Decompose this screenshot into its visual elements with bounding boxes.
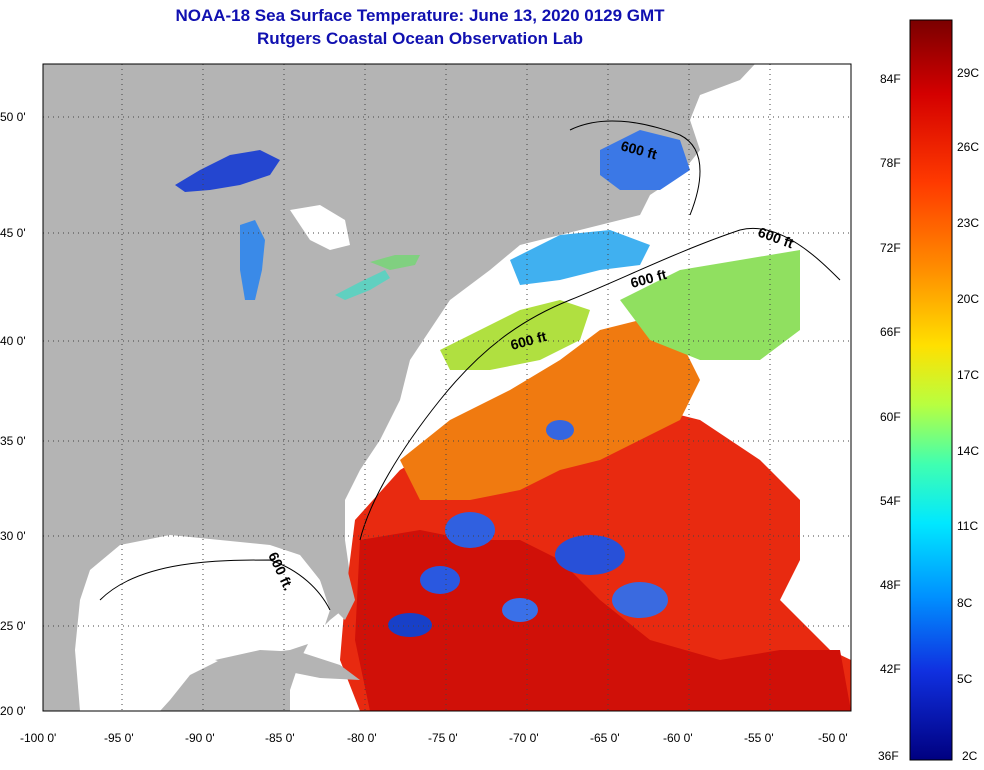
lat-tick: 40 0'	[0, 334, 26, 348]
longitude-ticks: -100 0' -95 0' -90 0' -85 0' -80 0' -75 …	[20, 731, 848, 745]
colorbar-f-label: 42F	[880, 662, 901, 676]
colorbar-f-label: 60F	[880, 410, 901, 424]
colorbar-c-label: 2C	[962, 749, 978, 763]
lon-tick: -75 0'	[428, 731, 458, 745]
cool-water-blue	[600, 130, 690, 190]
cool-eddy	[555, 535, 625, 575]
lake-michigan	[240, 220, 265, 300]
isobath-contour	[99, 559, 331, 611]
lon-tick: -100 0'	[20, 731, 56, 745]
colorbar-c-label: 20C	[957, 292, 980, 306]
colorbar-c-label: 5C	[957, 672, 973, 686]
lake-ontario	[370, 255, 420, 270]
cool-eddy	[546, 420, 574, 440]
lake-huron	[290, 205, 350, 250]
lon-tick: -65 0'	[590, 731, 620, 745]
lake-erie	[335, 270, 390, 300]
lon-tick: -80 0'	[347, 731, 377, 745]
cool-eddy	[502, 598, 538, 622]
colorbar-c-label: 26C	[957, 140, 980, 154]
lon-tick: -85 0'	[265, 731, 295, 745]
colorbar-c-label: 14C	[957, 444, 980, 458]
lon-tick: -70 0'	[509, 731, 539, 745]
lat-tick: 35 0'	[0, 434, 26, 448]
colorbar-c-label: 23C	[957, 216, 980, 230]
colorbar-c-label: 11C	[957, 519, 979, 533]
lat-tick: 50 0'	[0, 110, 26, 124]
cool-water-cyan	[510, 230, 650, 285]
lat-tick: 20 0'	[0, 704, 26, 718]
lon-tick: -55 0'	[744, 731, 774, 745]
lon-tick: -60 0'	[663, 731, 693, 745]
lat-tick: 25 0'	[0, 619, 26, 633]
latitude-ticks: 50 0' 45 0' 40 0' 35 0' 30 0' 25 0' 20 0…	[0, 110, 26, 718]
colorbar-f-label: 78F	[880, 156, 901, 170]
colorbar-c-label: 17C	[957, 368, 980, 382]
mid-water-green	[440, 300, 590, 370]
colorbar-f-label: 66F	[880, 325, 901, 339]
map-frame	[42, 63, 852, 712]
colorbar-f-label: 48F	[880, 578, 901, 592]
colorbar-f-label: 36F	[878, 749, 899, 763]
colorbar-c-label: 8C	[957, 596, 973, 610]
florida	[300, 540, 355, 620]
colorbar-f-label: 54F	[880, 494, 901, 508]
lon-tick: -95 0'	[104, 731, 134, 745]
warm-water-orange	[400, 320, 700, 500]
lon-tick: -50 0'	[818, 731, 848, 745]
cool-eddy	[420, 566, 460, 594]
isobath-contour	[569, 120, 701, 216]
isobath-contour	[359, 228, 841, 541]
lat-tick: 30 0'	[0, 529, 26, 543]
cool-eddy	[612, 582, 668, 618]
cool-eddy	[445, 512, 495, 548]
lat-tick: 45 0'	[0, 226, 26, 240]
colorbar-c-label: 29C	[957, 66, 980, 80]
colorbar-f-label: 84F	[880, 72, 901, 86]
cuba	[215, 650, 360, 680]
colorbar	[909, 19, 953, 761]
warm-water-deep-red	[355, 530, 851, 711]
lake-superior	[175, 150, 280, 192]
map-title: NOAA-18 Sea Surface Temperature: June 13…	[175, 6, 665, 25]
map-subtitle: Rutgers Coastal Ocean Observation Lab	[257, 29, 583, 48]
map-body: 600 ft 600 ft 600 ft 600 ft 600 ft.	[43, 64, 851, 711]
gulf-of-mexico	[75, 535, 330, 711]
mid-water-green	[620, 250, 800, 360]
lon-tick: -90 0'	[185, 731, 215, 745]
colorbar-f-label: 72F	[880, 241, 901, 255]
cool-eddy	[388, 613, 432, 637]
